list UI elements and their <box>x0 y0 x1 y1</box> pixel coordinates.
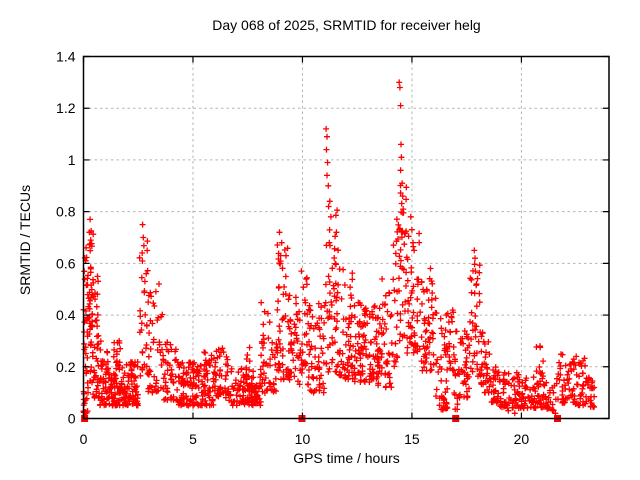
y-tick-label: 0.2 <box>56 359 76 375</box>
y-tick-label: 0.4 <box>56 307 76 323</box>
x-tick-label: 20 <box>514 431 530 447</box>
y-tick-label: 1 <box>68 152 76 168</box>
y-tick-label: 0 <box>68 411 76 427</box>
x-tick-label: 5 <box>189 431 197 447</box>
y-tick-label: 0.6 <box>56 255 76 271</box>
x-tick-label: 10 <box>295 431 311 447</box>
y-tick-label: 0.8 <box>56 204 76 220</box>
y-tick-label: 1.4 <box>56 49 76 65</box>
y-tick-label: 1.2 <box>56 100 76 116</box>
plot-border <box>82 55 610 420</box>
chart-title: Day 068 of 2025, SRMTID for receiver hel… <box>212 17 481 33</box>
x-tick-label: 15 <box>404 431 420 447</box>
y-tick-labels: 0 0.2 0.4 0.6 0.8 1 1.2 1.4 <box>56 49 76 427</box>
x-axis-label: GPS time / hours <box>293 450 400 466</box>
x-tick-labels: 0 5 10 15 20 <box>80 431 530 447</box>
y-axis-label: SRMTID / TECUs <box>17 184 33 296</box>
data-points <box>80 79 598 417</box>
x-tick-label: 0 <box>80 431 88 447</box>
